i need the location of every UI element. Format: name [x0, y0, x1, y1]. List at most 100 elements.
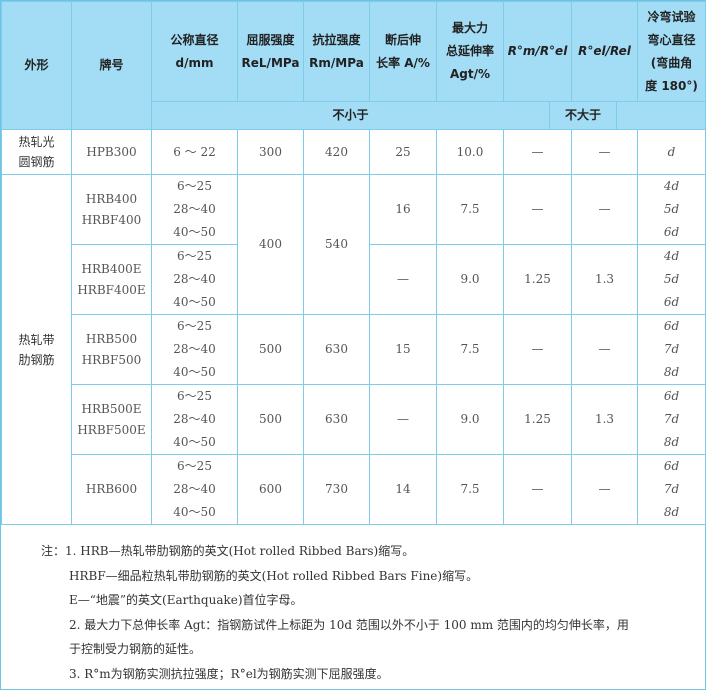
yield-cell: 500	[237, 384, 304, 455]
diameter-cell: 6 ～ 22	[151, 129, 238, 175]
grade-cell: HPB300	[71, 129, 152, 175]
cell-line: 6 ～ 22	[173, 144, 216, 159]
table-row: 热轧光 圆钢筋 HPB300 6 ～ 22 300 420 25 10.0— — d	[1, 129, 706, 175]
tensile-cell: 630	[303, 384, 370, 455]
header-ratio-1: R°m/R°el	[503, 1, 572, 102]
agt-cell: 9.0	[436, 384, 504, 455]
grade-cell: HRB600	[71, 454, 152, 525]
table-row: HRB400E HRBF400E 6～25 28～40 40～50 —9.0 1.25 1.3…	[2, 244, 706, 315]
table-row: HRB600 6～25 28～40 40～50 600 730 14 7.5— —6d 7d 8d	[2, 454, 706, 525]
cell-line: 28～40	[173, 482, 216, 496]
grade-cell: HRB400 HRBF400	[71, 174, 152, 245]
cell-line: 6～25	[177, 319, 212, 333]
elongation-cell: 14	[369, 454, 437, 525]
cell-line: 6d	[663, 295, 680, 309]
cell-line: 40～50	[173, 365, 216, 379]
cell-line: HRB600	[85, 482, 138, 496]
header-grade: 牌号	[71, 1, 152, 130]
diameter-cell: 6～25 28～40 40～50	[151, 384, 238, 455]
header-yield: 屈服强度 ReL/MPa	[237, 1, 304, 102]
label: 屈服强度	[246, 32, 295, 47]
agt-cell: 7.5	[436, 314, 504, 385]
bend-cell: 6d 7d 8d	[637, 314, 706, 385]
label: 公称直径	[170, 32, 219, 47]
label: 断后伸	[384, 32, 421, 47]
cell-line: 8d	[663, 435, 680, 449]
cell-line: 圆钢筋	[18, 155, 55, 169]
ratio2-cell: —	[571, 454, 638, 525]
cell-line: 7d	[663, 482, 680, 496]
blank	[617, 102, 705, 129]
cell-line: 热轧光	[18, 135, 55, 149]
elongation-cell: 25	[369, 129, 437, 175]
ratio2-cell: —	[571, 129, 638, 175]
shape-cell: 热轧光 圆钢筋	[1, 129, 72, 175]
elongation-cell: —	[369, 244, 437, 315]
note-line: E—“地震”的英文(Earthquake)首位字母。	[69, 593, 303, 607]
ratio1-cell: 1.25	[503, 384, 572, 455]
cell-line: 6d	[663, 319, 680, 333]
note-line: 3. R°m为钢筋实测抗拉强度；R°el为钢筋实测下屈服强度。	[69, 666, 389, 681]
cell-line: 7d	[663, 342, 680, 356]
cell-line: 6d	[663, 459, 680, 473]
cell-line: 40～50	[173, 505, 216, 519]
cell-line: 6～25	[177, 389, 212, 403]
grade-cell: HRB500 HRBF500	[71, 314, 152, 385]
note-line: 注：1. HRB—热轧带肋钢筋的英文(Hot rolled Ribbed Bar…	[41, 544, 415, 558]
header-tensile: 抗拉强度 Rm/MPa	[303, 1, 370, 102]
label: (弯曲角	[650, 55, 693, 70]
cell-line: 6d	[663, 225, 680, 239]
grade-cell: HRB500E HRBF500E	[71, 384, 152, 455]
cell-line: 5d	[663, 202, 680, 216]
cell-line: 6～25	[177, 249, 212, 263]
ratio1-cell: 1.25	[503, 244, 572, 315]
ratio1-cell: —	[503, 314, 572, 385]
cell-line: 28～40	[173, 272, 216, 286]
cell-line: 6d	[663, 389, 680, 403]
cell-line: 8d	[663, 365, 680, 379]
steel-properties-table: 外形 牌号 公称直径 d/mm 屈服强度 ReL/MPa 抗拉强度 Rm/MPa 断后…	[1, 1, 706, 525]
header-shape: 外形	[1, 1, 72, 130]
cell-line: 8d	[663, 505, 680, 519]
header-limits: 不小于 不大于	[151, 101, 706, 130]
header-ratio-2: R°el/Rel	[571, 1, 638, 102]
cell-line: 肋钢筋	[18, 352, 55, 367]
cell-line: 28～40	[173, 342, 216, 356]
tensile-cell: 730	[303, 454, 370, 525]
notes: 注：1. HRB—热轧带肋钢筋的英文(Hot rolled Ribbed Bar…	[1, 525, 705, 686]
cell-line: 4d	[663, 249, 680, 263]
label: 度 180°)	[645, 78, 698, 93]
cell-line: HRB500	[85, 331, 138, 346]
ratio2-cell: —	[571, 174, 638, 245]
ratio1-cell: —	[503, 454, 572, 525]
cell-line: HPB300	[86, 144, 137, 159]
label: 弯心直径	[647, 32, 696, 47]
cell-line: HRB400E	[81, 261, 142, 276]
yield-cell: 300	[237, 129, 304, 175]
cell-line: HRBF400	[81, 212, 142, 227]
diameter-cell: 6～25 28～40 40～50	[151, 174, 238, 245]
cell-line: 28～40	[173, 202, 216, 216]
yield-cell: 500	[237, 314, 304, 385]
not-less-than: 不小于	[152, 102, 550, 129]
elongation-cell: 15	[369, 314, 437, 385]
cell-line: HRBF500E	[77, 422, 146, 437]
ratio1-cell: —	[503, 174, 572, 245]
bend-cell: 4d 5d 6d	[637, 174, 706, 245]
label: 冷弯试验	[647, 9, 696, 24]
yield-cell: 400	[237, 174, 304, 315]
unit: 长率 A/%	[376, 55, 430, 70]
unit: ReL/MPa	[241, 55, 300, 70]
unit: Agt/%	[449, 67, 491, 81]
bend-cell: 4d 5d 6d	[637, 244, 706, 315]
table-row: HRB500E HRBF500E 6～25 28～40 40～50 500 630—9.0 1…	[2, 384, 706, 455]
table-row: 热轧带 肋钢筋 HRB400 HRBF400 6～25 28～40 40～50 400 540 1…	[1, 174, 706, 525]
shape-cell: 热轧带 肋钢筋	[1, 174, 72, 525]
unit: d/mm	[175, 55, 214, 70]
elongation-cell: 16	[369, 174, 437, 245]
ratio1-cell: —	[503, 129, 572, 175]
bend-cell: d	[637, 129, 706, 175]
label: 最大力	[451, 21, 488, 35]
cell-line: HRB400	[85, 191, 138, 206]
